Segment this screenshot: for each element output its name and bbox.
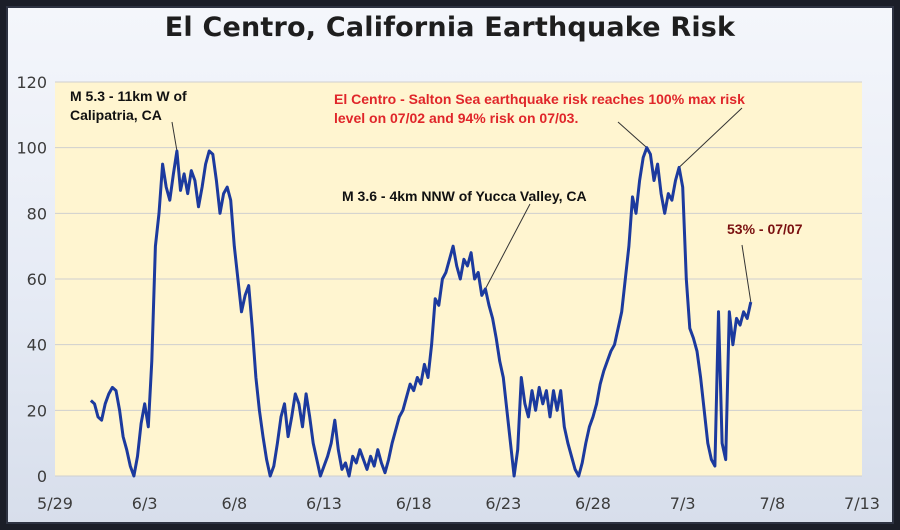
annotation-calipatria-line-1: M 5.3 - 11km W of [70,88,187,104]
x-tick-label-7-3: 7/3 [670,494,696,513]
annotation-salton-sea-line-2: level on 07/02 and 94% risk on 07/03. [334,110,578,126]
annotation-latest-risk-line-1: 53% - 07/07 [727,221,803,237]
y-tick-label-20: 20 [27,401,47,420]
annotations: M 5.3 - 11km W of Calipatria, CA El Centro… [70,88,803,237]
leader-line-1 [171,121,178,152]
annotation-leaders [171,107,752,303]
x-tick-label-6-28: 6/28 [575,494,611,513]
x-tick-label-6-3: 6/3 [132,494,158,513]
y-tick-label-60: 60 [27,270,47,289]
x-tick-label-7-8: 7/8 [759,494,785,513]
annotation-yucca-valley-line-1: M 3.6 - 4km NNW of Yucca Valley, CA [342,188,587,204]
leader-line-4 [484,203,531,290]
x-tick-label-7-13: 7/13 [844,494,880,513]
y-tick-label-0: 0 [37,467,47,486]
annotation-salton-sea-line-1: El Centro - Salton Sea earthquake risk r… [334,91,745,107]
x-axis-ticks: 5/29 6/3 6/8 6/13 6/18 6/23 6/28 7/3 7/8 7/13 [37,494,880,513]
y-tick-label-80: 80 [27,204,47,223]
chart-title: El Centro, California Earthquake Risk [164,12,736,43]
x-tick-label-5-29: 5/29 [37,494,73,513]
series-line [89,146,753,478]
x-tick-label-6-13: 6/13 [306,494,342,513]
x-tick-label-6-18: 6/18 [396,494,432,513]
x-tick-label-6-23: 6/23 [485,494,521,513]
annotation-calipatria-line-2: Calipatria, CA [70,107,162,123]
y-tick-label-120: 120 [16,73,47,92]
x-tick-label-6-8: 6/8 [221,494,247,513]
leader-line-5 [741,244,752,303]
y-tick-label-100: 100 [16,139,47,158]
leader-line-3 [678,107,743,168]
y-axis-ticks: 0 20 40 60 80 100 120 [16,73,47,486]
y-tick-label-40: 40 [27,336,47,355]
leader-line-2 [617,121,648,149]
